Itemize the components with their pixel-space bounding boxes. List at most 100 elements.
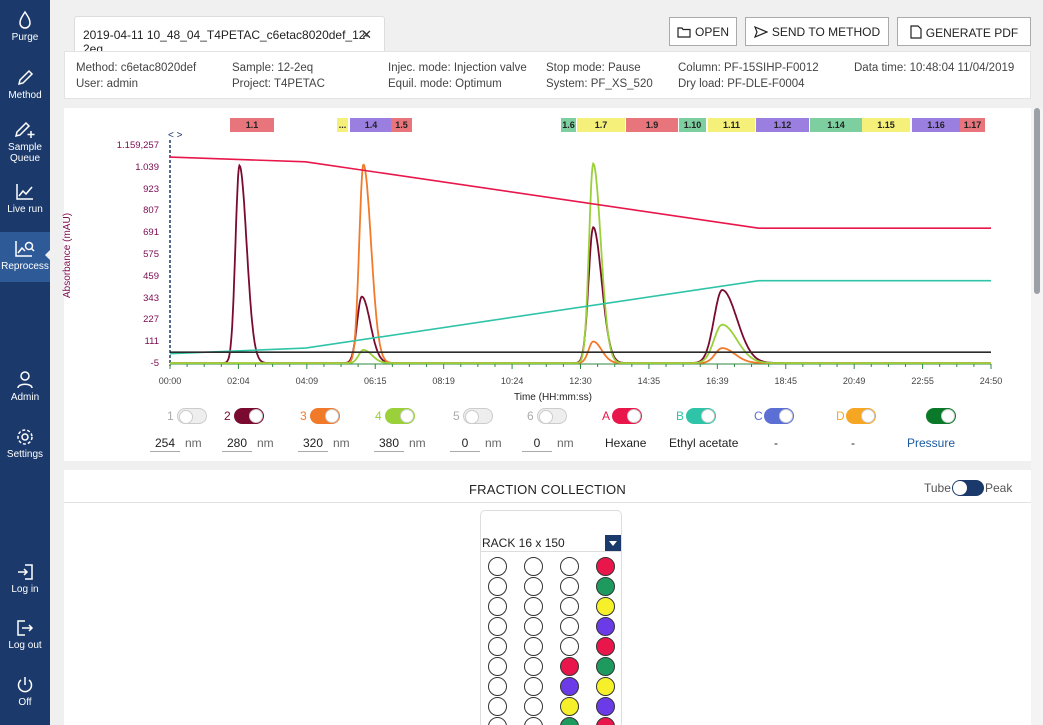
generate-pdf-button[interactable]: GENERATE PDF — [897, 17, 1031, 46]
channel-toggle[interactable] — [916, 408, 962, 424]
wavelength-input[interactable]: 320 — [298, 436, 328, 452]
channel-toggle[interactable]: 6 — [527, 408, 573, 424]
rack-well[interactable] — [596, 577, 615, 596]
rack-well[interactable] — [560, 577, 579, 596]
rack-well[interactable] — [560, 697, 579, 716]
fraction-block[interactable]: 1.12 — [756, 118, 809, 132]
nav-method[interactable]: Method — [0, 68, 50, 118]
rack-well[interactable] — [524, 677, 543, 696]
rack-well[interactable] — [596, 597, 615, 616]
wavelength-input[interactable]: 254 — [150, 436, 180, 452]
nav-off[interactable]: Off — [0, 675, 50, 725]
fraction-block[interactable]: 1.5 — [391, 118, 412, 132]
fraction-block[interactable]: 1.7 — [577, 118, 625, 132]
rack-well[interactable] — [596, 697, 615, 716]
fraction-block[interactable]: 1.15 — [862, 118, 910, 132]
rack-well[interactable] — [524, 657, 543, 676]
scrollbar[interactable] — [1031, 108, 1043, 725]
rack-well[interactable] — [560, 657, 579, 676]
rack-well[interactable] — [596, 637, 615, 656]
rack-well[interactable] — [524, 617, 543, 636]
fraction-block[interactable]: ... — [337, 118, 348, 132]
rack-well[interactable] — [524, 577, 543, 596]
wavelength-input[interactable]: 280 — [222, 436, 252, 452]
toggle-switch[interactable] — [846, 408, 876, 424]
channel-toggle[interactable]: D — [836, 408, 882, 424]
channel-toggle[interactable]: 4 — [375, 408, 421, 424]
tab-run[interactable]: 2019-04-11 10_48_04_T4PETAC_c6etac8020de… — [74, 16, 385, 56]
wavelength-input[interactable]: 380 — [374, 436, 404, 452]
rack-select[interactable]: RACK 16 x 150 — [481, 534, 621, 552]
nav-live-run[interactable]: Live run — [0, 182, 50, 232]
tube-peak-toggle[interactable] — [952, 480, 984, 496]
toggle-switch[interactable] — [385, 408, 415, 424]
rack-well[interactable] — [524, 597, 543, 616]
rack-well[interactable] — [560, 717, 579, 725]
rack-well[interactable] — [488, 637, 507, 656]
channel-toggle[interactable]: B — [676, 408, 722, 424]
rack-well[interactable] — [488, 717, 507, 725]
toggle-switch[interactable] — [764, 408, 794, 424]
chevron-down-icon[interactable] — [605, 535, 621, 551]
nav-reprocess[interactable]: Reprocess — [0, 232, 51, 282]
rack-well[interactable] — [524, 697, 543, 716]
fraction-block[interactable]: 1.16 — [912, 118, 960, 132]
rack-well[interactable] — [488, 557, 507, 576]
fraction-block[interactable]: 1.9 — [626, 118, 678, 132]
nav-admin[interactable]: Admin — [0, 370, 50, 420]
rack-well[interactable] — [524, 717, 543, 725]
drop-icon — [19, 10, 31, 29]
rack-well[interactable] — [488, 697, 507, 716]
toggle-switch[interactable] — [926, 408, 956, 424]
rack-well[interactable] — [560, 637, 579, 656]
channel-toggle[interactable]: 3 — [300, 408, 346, 424]
fraction-block[interactable]: 1.14 — [810, 118, 862, 132]
channel-toggle[interactable]: A — [602, 408, 648, 424]
rack-well[interactable] — [596, 617, 615, 636]
toggle-switch[interactable] — [612, 408, 642, 424]
channel-toggle[interactable]: 5 — [453, 408, 499, 424]
send-to-method-button[interactable]: SEND TO METHOD — [745, 17, 889, 46]
channel-toggle[interactable]: C — [754, 408, 800, 424]
rack-well[interactable] — [596, 717, 615, 725]
rack-well[interactable] — [560, 617, 579, 636]
scrollbar-thumb[interactable] — [1034, 108, 1040, 294]
fraction-block[interactable]: 1.6 — [561, 118, 576, 132]
close-icon[interactable]: ✕ — [361, 27, 372, 42]
nav-log-in[interactable]: Log in — [0, 562, 50, 612]
fraction-block[interactable]: 1.1 — [230, 118, 274, 132]
toggle-switch[interactable] — [463, 408, 493, 424]
rack-well[interactable] — [488, 617, 507, 636]
toggle-switch[interactable] — [686, 408, 716, 424]
nav-settings[interactable]: Settings — [0, 427, 50, 477]
channel-toggle[interactable]: 2 — [224, 408, 270, 424]
fraction-block[interactable]: 1.11 — [708, 118, 755, 132]
nav-sample-queue[interactable]: Sample Queue — [0, 120, 50, 170]
toggle-switch[interactable] — [177, 408, 207, 424]
rack-well[interactable] — [488, 597, 507, 616]
toggle-switch[interactable] — [537, 408, 567, 424]
toggle-switch[interactable] — [234, 408, 264, 424]
toggle-switch[interactable] — [310, 408, 340, 424]
rack-well[interactable] — [524, 557, 543, 576]
fraction-block[interactable]: 1.4 — [350, 118, 392, 132]
nav-log-out[interactable]: Log out — [0, 618, 50, 668]
rack-well[interactable] — [596, 677, 615, 696]
fraction-block[interactable]: 1.17 — [960, 118, 985, 132]
rack-well[interactable] — [488, 657, 507, 676]
channel-toggle[interactable]: 1 — [167, 408, 213, 424]
rack-well[interactable] — [560, 557, 579, 576]
rack-well[interactable] — [560, 597, 579, 616]
rack-well[interactable] — [560, 677, 579, 696]
rack-well[interactable] — [596, 657, 615, 676]
rack-well[interactable] — [488, 577, 507, 596]
nav-purge[interactable]: Purge — [0, 10, 50, 60]
rack-well[interactable] — [524, 637, 543, 656]
rack-well[interactable] — [488, 677, 507, 696]
wavelength-input[interactable]: 0 — [450, 436, 480, 452]
open-button[interactable]: OPEN — [669, 17, 737, 46]
rack-well[interactable] — [596, 557, 615, 576]
wavelength-input[interactable]: 0 — [522, 436, 552, 452]
fraction-block[interactable]: 1.10 — [679, 118, 706, 132]
chromatogram-plot[interactable]: < > — [64, 108, 1031, 408]
